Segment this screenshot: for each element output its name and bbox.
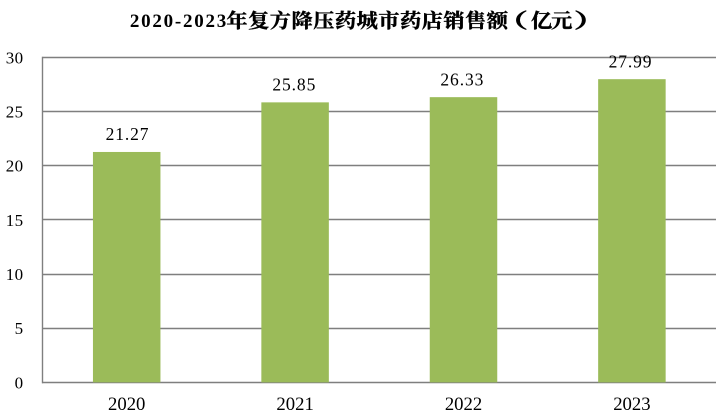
svg-text:2022: 2022 bbox=[445, 394, 482, 415]
svg-text:27.99: 27.99 bbox=[609, 51, 653, 71]
svg-text:25.85: 25.85 bbox=[272, 74, 316, 94]
svg-text:25: 25 bbox=[6, 102, 24, 121]
svg-text:26.33: 26.33 bbox=[440, 69, 484, 89]
svg-text:5: 5 bbox=[15, 319, 24, 338]
svg-text:0: 0 bbox=[15, 373, 24, 392]
svg-text:2020-2023: 2020-2023 bbox=[130, 11, 228, 32]
svg-text:2023: 2023 bbox=[613, 394, 650, 415]
svg-text:21.27: 21.27 bbox=[106, 124, 150, 144]
svg-text:15: 15 bbox=[6, 211, 24, 230]
svg-text:2021: 2021 bbox=[276, 394, 313, 415]
svg-text:20: 20 bbox=[6, 157, 24, 176]
svg-text:10: 10 bbox=[6, 265, 24, 284]
svg-text:30: 30 bbox=[6, 48, 24, 67]
svg-text:2020: 2020 bbox=[108, 394, 145, 415]
